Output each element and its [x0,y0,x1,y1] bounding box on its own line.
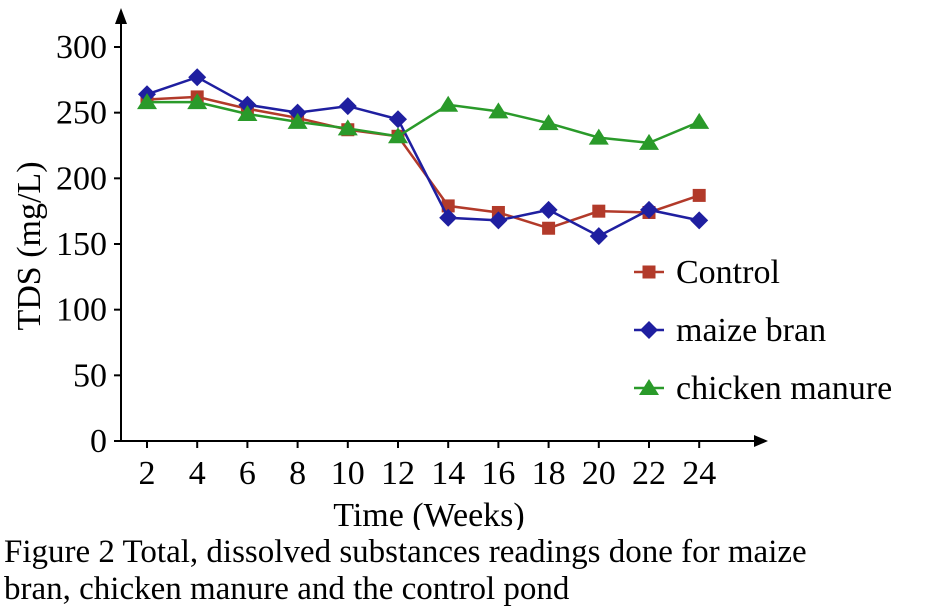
maize-bran-point [238,95,257,114]
y-tick-label: 50 [73,357,107,394]
x-tick-label: 8 [289,455,306,492]
chicken-manure-point [639,133,659,150]
series-control [140,90,706,235]
maize-bran-point [539,200,558,219]
y-tick-label: 100 [56,292,107,329]
maize-bran-point [589,227,608,246]
series-maize-bran [138,68,709,246]
y-tick-label: 0 [90,423,107,460]
maize-bran-point [338,97,357,116]
maize-bran-point [489,211,508,230]
axes [115,8,768,447]
control-line [146,95,700,230]
series-chicken-manure [137,93,710,150]
figure-caption: Figure 2 Total, dissolved substances rea… [4,534,807,607]
control-point [542,221,556,235]
x-tick-label: 10 [331,455,365,492]
chicken-manure-point [689,112,710,129]
series-group [137,68,710,246]
x-tick-label: 4 [189,455,206,492]
x-tick-label: 6 [239,455,256,492]
x-tick-label: 20 [582,455,616,492]
legend-label: chicken manure [676,370,892,407]
legend-label: maize bran [676,312,826,349]
x-tick-label: 24 [682,455,716,492]
chicken-manure-point [237,104,258,121]
chicken-manure-point [337,119,358,136]
chicken-manure-line [147,100,700,145]
maize-bran-point [690,211,709,230]
legend: Control maize bran chicken manure [634,254,892,407]
legend-marker [642,265,656,279]
legend-item-control: Control [634,254,780,291]
control-point [592,204,606,218]
x-tick-label: 2 [139,455,156,492]
legend-item-maize-bran: maize bran [634,312,826,349]
chicken-manure-point [137,93,157,110]
legend-label: Control [676,254,780,291]
y-tick-label: 300 [56,29,107,66]
y-axis-ticks: 0 50 100 150 200 250 300 [56,29,121,460]
chicken-manure-point [388,127,408,144]
maize-bran-point [389,110,407,129]
x-axis-title: Time (Weeks) [333,497,524,530]
maize-bran-point [640,200,658,219]
legend-marker [639,379,659,395]
maize-bran-point [288,103,307,122]
y-axis-arrow [115,8,127,24]
y-axis-title: TDS (mg/L) [11,161,48,330]
x-axis-ticks: 2 4 6 8 10 12 14 16 18 20 22 24 [139,441,716,492]
chicken-manure-point [538,114,559,131]
control-point [692,188,706,202]
x-tick-label: 12 [381,455,415,492]
x-tick-label: 22 [632,455,666,492]
x-tick-label: 16 [481,455,515,492]
maize-bran-point [439,208,458,227]
chicken-manure-point [187,93,208,110]
x-axis-arrow [754,435,768,447]
x-tick-label: 14 [431,455,465,492]
x-tick-label: 18 [532,455,566,492]
y-tick-label: 250 [56,95,107,132]
maize-bran-line [146,75,700,238]
maize-bran-point [188,68,207,87]
y-tick-label: 150 [56,226,107,263]
chicken-manure-point [438,95,459,112]
y-tick-label: 200 [56,160,107,197]
chicken-manure-point [287,112,308,129]
chicken-manure-point [488,102,509,119]
chicken-manure-point [588,128,609,145]
legend-marker [640,321,658,339]
legend-item-chicken-manure: chicken manure [634,370,892,407]
